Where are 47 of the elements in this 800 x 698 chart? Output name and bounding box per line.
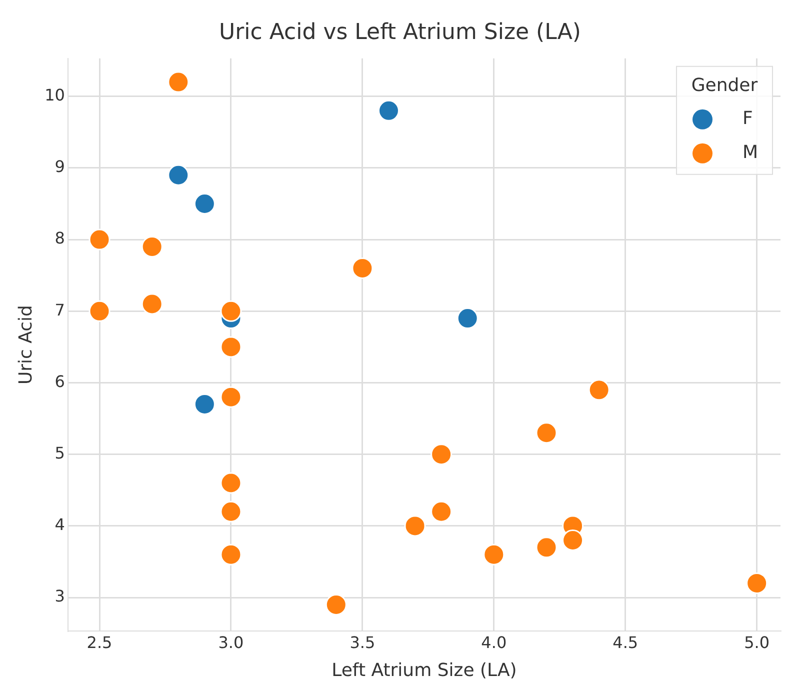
point: [456, 308, 478, 330]
point: [746, 572, 768, 594]
x-tick-label: 5.0: [744, 632, 770, 652]
point: [220, 386, 242, 408]
y-tick-label: 9: [54, 157, 65, 176]
point: [194, 193, 216, 214]
point: [141, 293, 163, 315]
chart-title: Uric Acid vs Left Atrium Size (LA): [219, 20, 581, 45]
y-tick-label: 8: [54, 228, 65, 248]
point: [168, 71, 190, 93]
point: [404, 515, 426, 537]
point: [536, 536, 558, 558]
point: [141, 236, 163, 258]
y-tick-label: 5: [54, 444, 65, 463]
x-tick-label: 4.0: [481, 632, 507, 652]
y-tick-label: 4: [54, 515, 65, 534]
point: [88, 228, 110, 250]
legend-title: Gender: [691, 75, 758, 96]
legend-label: F: [742, 108, 753, 130]
point: [430, 444, 452, 466]
x-tick-label: 3.0: [218, 632, 244, 652]
y-axis-title: Uric Acid: [15, 305, 36, 385]
y-tick-label: 6: [54, 372, 65, 391]
point: [220, 500, 242, 522]
point: [88, 300, 110, 322]
point: [352, 257, 374, 279]
point: [430, 500, 452, 522]
point: [325, 594, 347, 616]
point: [168, 164, 190, 186]
point: [588, 379, 610, 401]
point: [562, 530, 584, 552]
x-tick-label: 4.5: [612, 632, 638, 652]
point: [220, 544, 242, 566]
y-tick-label: 7: [54, 300, 65, 320]
point: [483, 544, 505, 566]
y-tick-label: 3: [54, 586, 65, 606]
y-tick-label: 10: [44, 86, 65, 105]
point: [220, 472, 242, 494]
point: [378, 100, 400, 122]
x-tick-label: 3.5: [350, 632, 376, 652]
point: [194, 393, 216, 415]
point: [220, 300, 242, 322]
x-tick-label: 2.5: [86, 632, 112, 652]
legend-label: M: [742, 142, 758, 164]
point: [536, 422, 558, 444]
point: [220, 336, 242, 358]
x-axis-title: Left Atrium Size (LA): [332, 660, 517, 681]
